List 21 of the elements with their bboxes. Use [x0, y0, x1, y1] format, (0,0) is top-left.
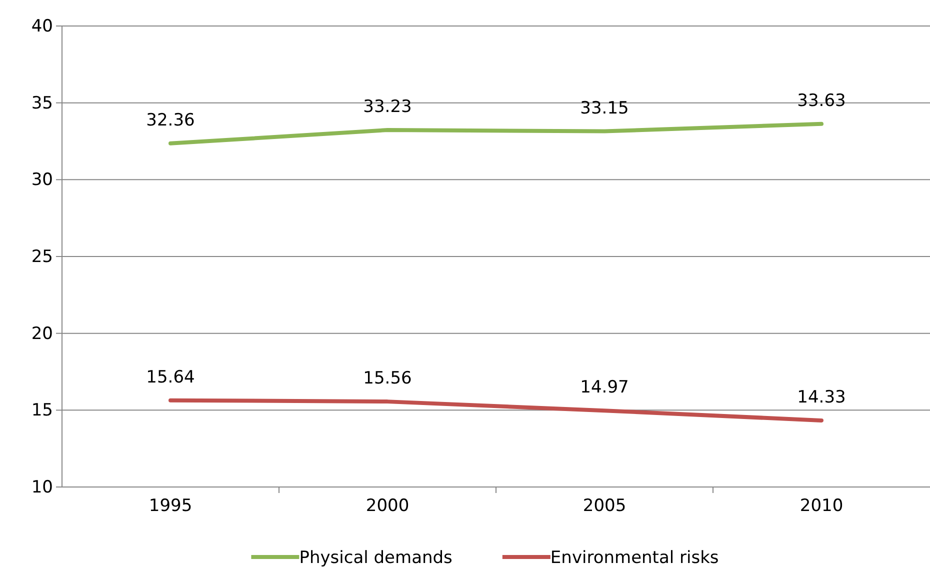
- data-label: 15.56: [363, 368, 412, 389]
- data-label: 32.36: [146, 110, 195, 130]
- data-label: 14.97: [580, 378, 629, 398]
- data-label: 14.33: [797, 387, 846, 408]
- y-tick-label: 40: [31, 16, 53, 36]
- y-tick-label: 10: [31, 477, 53, 498]
- legend-label: Physical demands: [299, 548, 453, 568]
- y-tick-label: 25: [31, 246, 53, 267]
- x-tick-label: 2005: [582, 496, 626, 516]
- legend-label: Environmental risks: [550, 548, 719, 568]
- x-tick-label: 2010: [800, 496, 844, 516]
- x-tick-label: 2000: [366, 496, 410, 516]
- data-label: 33.15: [580, 98, 629, 118]
- y-tick-label: 35: [31, 93, 53, 114]
- y-tick-label: 30: [31, 170, 53, 190]
- x-tick-label: 1995: [148, 496, 192, 516]
- data-label: 33.63: [797, 90, 846, 111]
- data-label: 15.64: [146, 367, 195, 388]
- data-label: 33.23: [363, 97, 412, 118]
- y-tick-label: 20: [31, 324, 53, 344]
- y-tick-label: 15: [31, 400, 53, 421]
